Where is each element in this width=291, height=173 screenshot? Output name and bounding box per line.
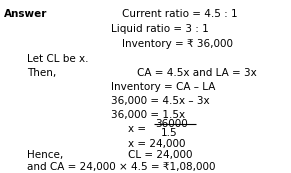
Text: Let CL be x.: Let CL be x. [27, 53, 89, 63]
Text: CL = 24,000: CL = 24,000 [128, 150, 193, 160]
Text: Liquid ratio = 3 : 1: Liquid ratio = 3 : 1 [111, 24, 209, 34]
Text: Answer: Answer [4, 9, 48, 19]
Text: x = 24,000: x = 24,000 [128, 139, 186, 149]
Text: Inventory = CA – LA: Inventory = CA – LA [111, 81, 215, 92]
Text: 36000: 36000 [155, 119, 188, 129]
Text: CA = 4.5x and LA = 3x: CA = 4.5x and LA = 3x [137, 67, 256, 78]
Text: 36,000 = 4.5x – 3x: 36,000 = 4.5x – 3x [111, 95, 210, 106]
Text: 36,000 = 1.5x: 36,000 = 1.5x [111, 110, 185, 120]
Text: x =: x = [128, 124, 146, 134]
Text: Current ratio = 4.5 : 1: Current ratio = 4.5 : 1 [122, 9, 238, 19]
Text: Then,: Then, [27, 67, 56, 78]
Text: Inventory = ₹ 36,000: Inventory = ₹ 36,000 [122, 39, 233, 49]
Text: Hence,: Hence, [27, 150, 63, 160]
Text: 1.5: 1.5 [161, 128, 178, 138]
Text: and CA = 24,000 × 4.5 = ₹1,08,000: and CA = 24,000 × 4.5 = ₹1,08,000 [27, 162, 216, 172]
